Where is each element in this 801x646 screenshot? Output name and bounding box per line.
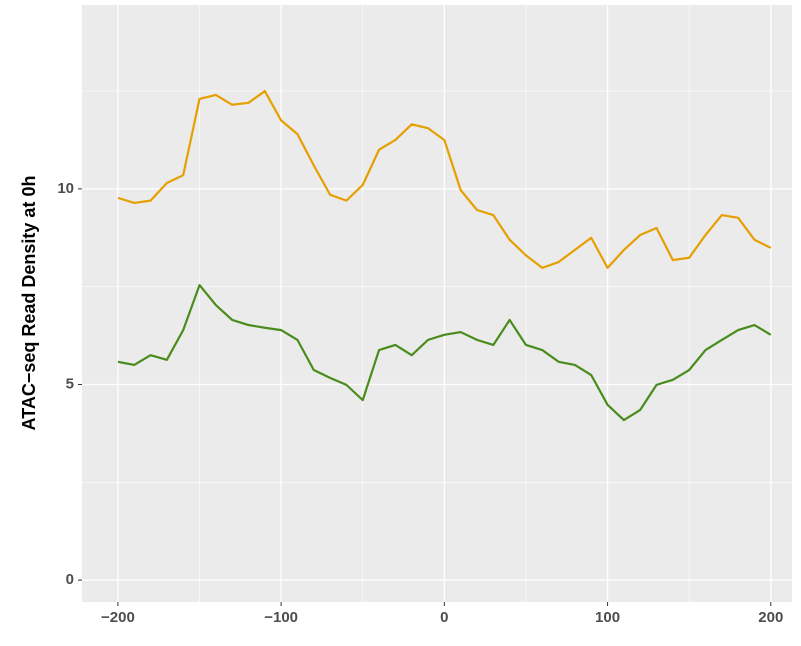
- y-tick-label: 0: [66, 571, 74, 588]
- x-tick-label: 0: [440, 609, 448, 626]
- x-tick-label: 200: [758, 609, 783, 626]
- x-tick-label: −100: [264, 609, 298, 626]
- x-tick-label: 100: [595, 609, 620, 626]
- y-tick-label: 10: [57, 180, 74, 197]
- x-tick-label: −200: [101, 609, 135, 626]
- panel: [82, 5, 792, 602]
- y-axis-label: ATAC−seq Read Density at 0h: [19, 176, 39, 431]
- line: [117, 284, 772, 422]
- line: [117, 89, 772, 269]
- y-tick-label: 5: [66, 375, 74, 392]
